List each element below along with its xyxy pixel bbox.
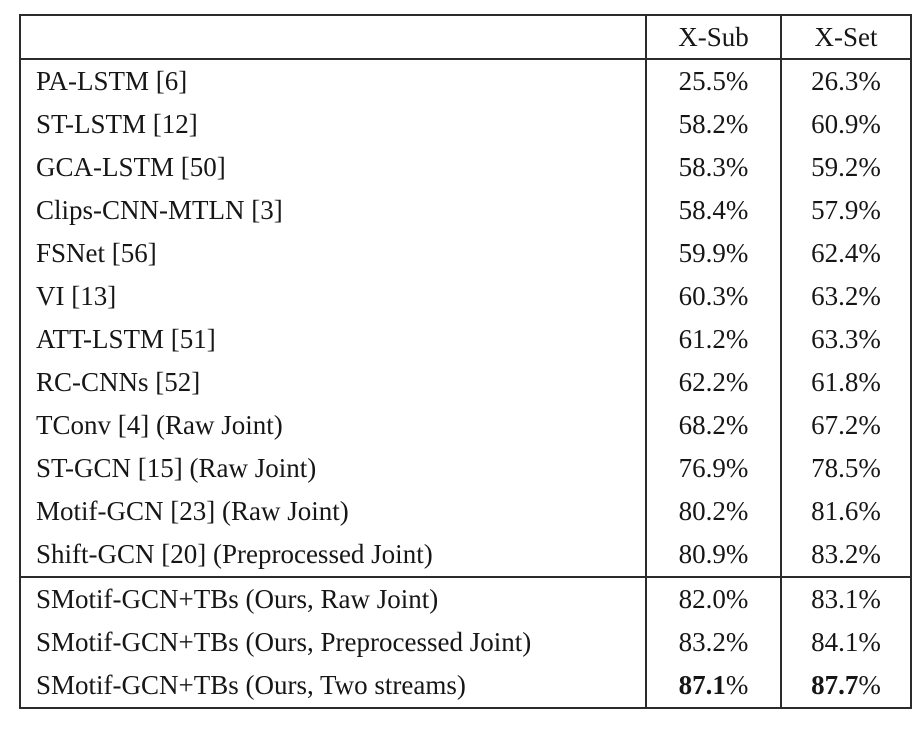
table-row: TConv [4] (Raw Joint) 68.2% 67.2%	[20, 404, 911, 447]
xset-cell: 61.8%	[780, 361, 911, 404]
table-row: ST-LSTM [12] 58.2% 60.9%	[20, 103, 911, 146]
method-cell: Shift-GCN [20] (Preprocessed Joint)	[36, 539, 433, 569]
header-xset: X-Set	[780, 15, 911, 60]
table-row: RC-CNNs [52] 62.2% 61.8%	[20, 361, 911, 404]
xsub-cell: 60.3%	[645, 275, 781, 318]
xsub-cell: 80.9%	[645, 533, 781, 577]
method-cell: SMotif-GCN+TBs (Ours, Raw Joint)	[20, 576, 646, 621]
method-cell: SMotif-GCN+TBs (Ours, Two streams)	[36, 670, 466, 700]
table-row: FSNet [56] 59.9% 62.4%	[20, 232, 911, 275]
method-cell: GCA-LSTM [50]	[36, 152, 226, 182]
method-cell: PA-LSTM [6]	[36, 66, 188, 96]
method-cell: ST-GCN [15] (Raw Joint)	[36, 453, 317, 483]
table-row-ours: SMotif-GCN+TBs (Ours, Raw Joint) 82.0% 83.…	[20, 576, 911, 621]
xsub-cell: 76.9%	[645, 447, 781, 490]
method-cell: ATT-LSTM [51]	[36, 324, 216, 354]
method-cell: FSNet [56]	[36, 238, 157, 268]
xsub-cell: 58.4%	[645, 189, 781, 232]
accuracy-value-bold: 87.7	[811, 670, 859, 700]
xset-cell: 81.6%	[780, 490, 911, 533]
method-cell: ST-LSTM [12]	[36, 109, 198, 139]
xset-cell: 84.1%	[780, 621, 911, 664]
table-body: PA-LSTM [6] 25.5% 26.3% ST-LSTM [12] 58.2% 60…	[20, 59, 911, 708]
xset-cell: 83.2%	[780, 533, 911, 577]
table-row: ATT-LSTM [51] 61.2% 63.3%	[20, 318, 911, 361]
table-row: PA-LSTM [6] 25.5% 26.3%	[20, 59, 911, 103]
xset-cell: 83.1%	[780, 576, 911, 621]
method-cell: RC-CNNs [52]	[36, 367, 201, 397]
table-row: GCA-LSTM [50] 58.3% 59.2%	[20, 146, 911, 189]
xsub-cell: 61.2%	[645, 318, 781, 361]
method-cell: SMotif-GCN+TBs (Ours, Preprocessed Joint…	[36, 627, 532, 657]
xset-cell: 67.2%	[780, 404, 911, 447]
xset-cell: 87.7%	[780, 664, 911, 708]
method-cell: Clips-CNN-MTLN [3]	[36, 195, 283, 225]
xsub-cell: 83.2%	[645, 621, 781, 664]
xsub-cell: 62.2%	[645, 361, 781, 404]
header-xsub: X-Sub	[645, 15, 781, 60]
xsub-cell: 59.9%	[645, 232, 781, 275]
table-row: ST-GCN [15] (Raw Joint) 76.9% 78.5%	[20, 447, 911, 490]
table-row-ours: SMotif-GCN+TBs (Ours, Two streams) 87.1% 8…	[20, 664, 911, 708]
method-cell: Motif-GCN [23] (Raw Joint)	[36, 496, 349, 526]
xsub-cell: 82.0%	[645, 576, 781, 621]
table-row-ours: SMotif-GCN+TBs (Ours, Preprocessed Joint…	[20, 621, 911, 664]
table-row: Motif-GCN [23] (Raw Joint) 80.2% 81.6%	[20, 490, 911, 533]
xsub-cell: 68.2%	[645, 404, 781, 447]
xset-cell: 63.2%	[780, 275, 911, 318]
table-row: VI [13] 60.3% 63.2%	[20, 275, 911, 318]
xsub-cell: 87.1%	[645, 664, 781, 708]
header-row: X-Sub X-Set	[20, 15, 911, 60]
xset-cell: 57.9%	[780, 189, 911, 232]
xsub-cell: 80.2%	[645, 490, 781, 533]
accuracy-value-bold: 87.1	[678, 670, 726, 700]
xset-cell: 62.4%	[780, 232, 911, 275]
xset-cell: 63.3%	[780, 318, 911, 361]
method-cell: VI [13]	[36, 281, 117, 311]
table-row: Clips-CNN-MTLN [3] 58.4% 57.9%	[20, 189, 911, 232]
xsub-cell: 58.3%	[645, 146, 781, 189]
xset-cell: 60.9%	[780, 103, 911, 146]
results-table: X-Sub X-Set PA-LSTM [6] 25.5% 26.3% ST-LSTM…	[19, 14, 912, 709]
header-method-blank	[20, 15, 646, 60]
xset-cell: 78.5%	[780, 447, 911, 490]
xset-cell: 59.2%	[780, 146, 911, 189]
method-cell: TConv [4] (Raw Joint)	[36, 410, 283, 440]
table-row: Shift-GCN [20] (Preprocessed Joint) 80.9%…	[20, 533, 911, 577]
xset-cell: 26.3%	[780, 59, 911, 103]
xsub-cell: 25.5%	[645, 59, 781, 103]
xsub-cell: 58.2%	[645, 103, 781, 146]
